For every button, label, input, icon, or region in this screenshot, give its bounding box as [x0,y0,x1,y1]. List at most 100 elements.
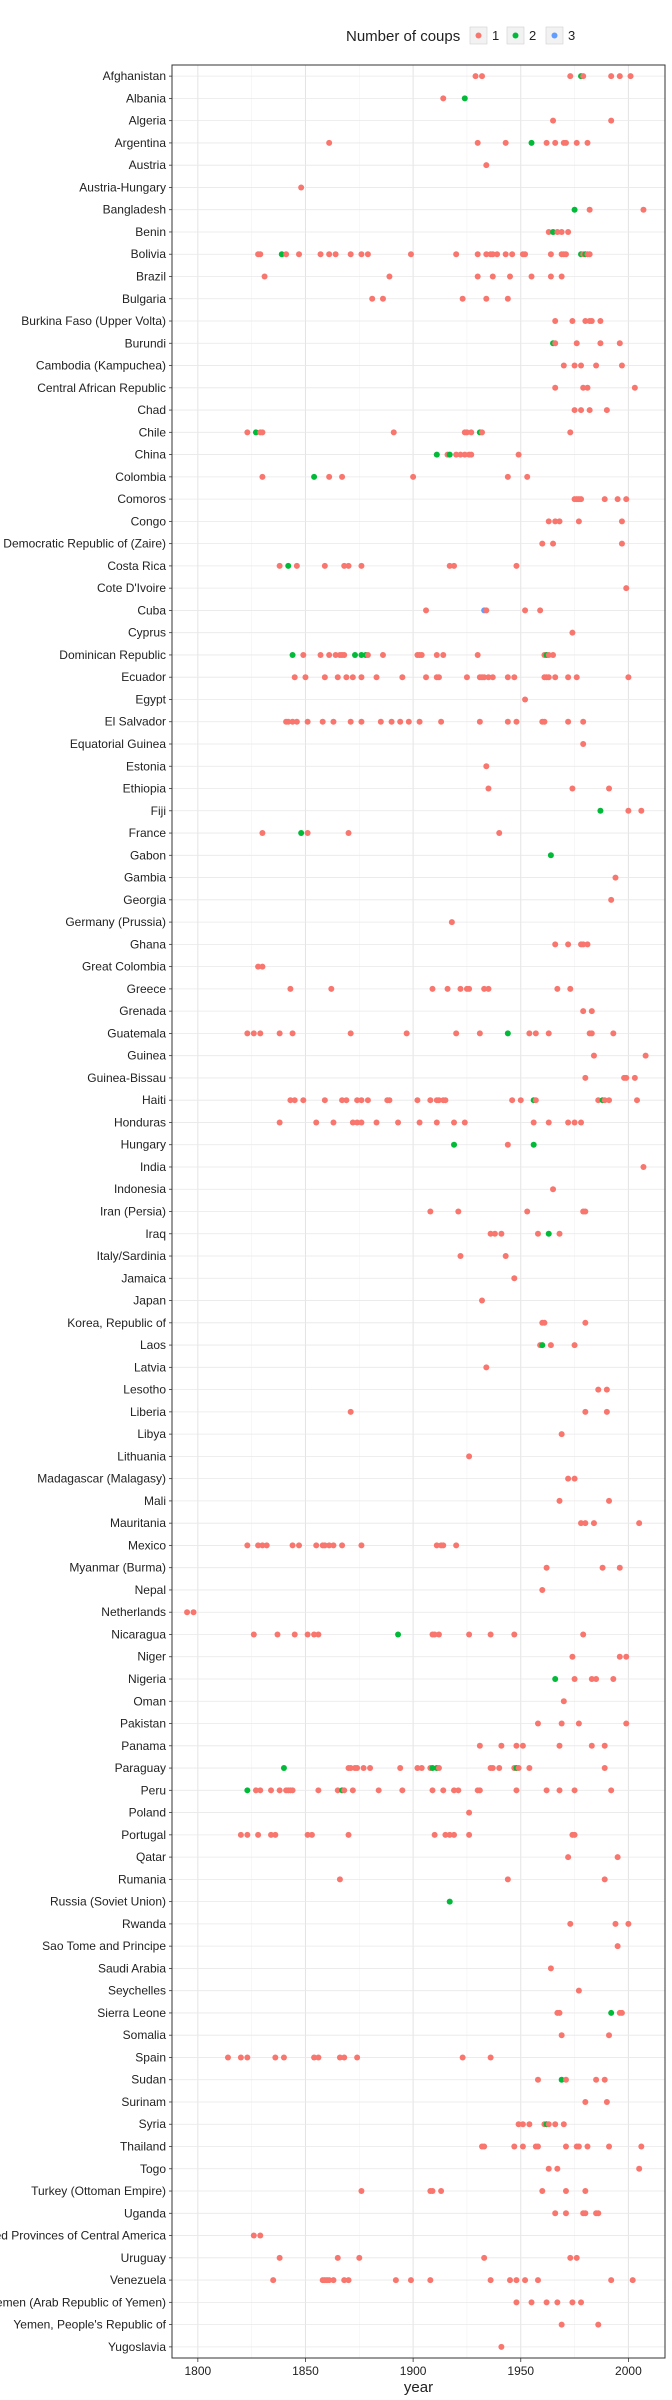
coup-point [285,562,292,569]
coup-point [573,2254,580,2261]
coup-point [509,1097,516,1104]
coup-point [451,1831,458,1838]
coup-point [562,2143,569,2150]
coup-point [608,117,615,124]
coup-point [567,429,574,436]
coup-point [571,1787,578,1794]
coup-point [582,1319,589,1326]
coup-point [584,139,591,146]
coup-point [257,1030,264,1037]
coup-point [539,2188,546,2195]
coup-point [515,2121,522,2128]
coup-point [487,1230,494,1237]
coup-point [504,1030,511,1037]
coup-point [304,1831,311,1838]
coup-point [567,985,574,992]
coup-point [623,496,630,503]
y-axis-tick-labels: Afghanistan Albania Algeria Argentina Austri… [0,69,172,2354]
coup-point [489,674,496,681]
coup-point [244,1542,251,1549]
coup-point [354,1119,361,1126]
coup-point [326,651,333,658]
coup-point [427,1208,434,1215]
y-tick-label: Liberia [130,1405,166,1419]
coup-point [603,1386,610,1393]
coup-point [584,941,591,948]
coup-point [276,1787,283,1794]
coup-point [550,540,557,547]
y-tick-label: Yugoslavia [108,2340,166,2354]
y-tick-label: Panama [121,1739,166,1753]
y-tick-label: Mexico [128,1538,166,1552]
coup-point [582,1408,589,1415]
y-tick-label: Surinam [121,2095,166,2109]
coup-point [593,1676,600,1683]
coup-point [547,1965,554,1972]
coup-point [571,1676,578,1683]
coup-point [588,1742,595,1749]
coup-point [558,2076,565,2083]
coup-point [485,985,492,992]
coup-point [545,1230,552,1237]
coup-point [435,1631,442,1638]
coup-point [339,1097,346,1104]
coup-point [545,2165,552,2172]
coup-point [582,1208,589,1215]
coup-point [554,2299,561,2306]
y-tick-label: Bulgaria [122,292,166,306]
coup-point [534,2076,541,2083]
coup-point [571,362,578,369]
coup-point [261,273,268,280]
coup-point [489,251,496,258]
legend-label: 2 [529,28,536,43]
coup-point [534,2143,541,2150]
coup-point [263,1542,270,1549]
y-tick-label: Albania [126,91,166,105]
coup-point [287,1097,294,1104]
coup-point [511,674,518,681]
coup-point [369,295,376,302]
coup-point [547,1342,554,1349]
x-tick-label: 2000 [615,2364,642,2378]
coup-point [552,674,559,681]
coup-point [252,429,259,436]
coup-point [610,1030,617,1037]
coup-point [438,2188,445,2195]
coup-point [446,1831,453,1838]
coup-point [580,384,587,391]
coup-point [614,1854,621,1861]
coup-point [616,1564,623,1571]
coup-point [550,228,557,235]
coup-point [625,1920,632,1927]
coup-point [601,1742,608,1749]
coup-point [522,607,529,614]
coup-point [597,318,604,325]
y-tick-label: Syria [139,2117,167,2131]
x-tick-label: 1900 [400,2364,427,2378]
y-tick-label: Benin [135,225,166,239]
y-tick-label: Argentina [115,136,167,150]
coup-point [625,807,632,814]
coup-point [259,1542,266,1549]
y-tick-label: Comoros [117,492,166,506]
y-tick-label: Gabon [130,848,166,862]
y-tick-label: United Provinces of Central America [0,2229,166,2243]
coup-point [259,473,266,480]
coup-point [506,273,513,280]
coup-point [636,1520,643,1527]
coup-point [578,362,585,369]
y-tick-label: Georgia [123,893,166,907]
coup-point [319,718,326,725]
coup-point [601,1876,608,1883]
coup-point [451,562,458,569]
coup-point [517,1097,524,1104]
coup-point [578,496,585,503]
coup-point [405,718,412,725]
y-tick-label: Gambia [124,871,166,885]
coup-point [257,1787,264,1794]
coup-point [479,73,486,80]
coup-point [519,1742,526,1749]
coup-point [304,830,311,837]
coup-point [285,718,292,725]
coup-point [481,2143,488,2150]
